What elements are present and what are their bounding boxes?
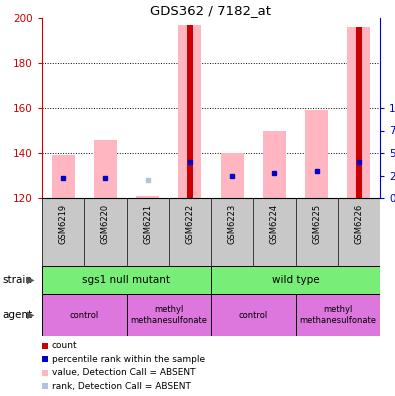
Text: wild type: wild type xyxy=(272,275,319,285)
Bar xyxy=(42,356,48,362)
Bar xyxy=(42,383,48,389)
Text: control: control xyxy=(239,310,268,320)
Text: strain: strain xyxy=(2,275,32,285)
Text: control: control xyxy=(70,310,99,320)
Text: GSM6219: GSM6219 xyxy=(58,204,68,244)
Text: percentile rank within the sample: percentile rank within the sample xyxy=(52,355,205,364)
Bar xyxy=(136,196,159,198)
Text: GSM6221: GSM6221 xyxy=(143,204,152,244)
Bar xyxy=(211,294,295,336)
Bar xyxy=(42,294,126,336)
Text: methyl
methanesulfonate: methyl methanesulfonate xyxy=(130,305,207,325)
Bar xyxy=(295,294,380,336)
Text: methyl
methanesulfonate: methyl methanesulfonate xyxy=(299,305,376,325)
Text: GSM6223: GSM6223 xyxy=(228,204,237,244)
Text: GSM6226: GSM6226 xyxy=(354,204,363,244)
Bar xyxy=(94,139,117,198)
Bar xyxy=(305,110,328,198)
Text: GSM6220: GSM6220 xyxy=(101,204,110,244)
Text: value, Detection Call = ABSENT: value, Detection Call = ABSENT xyxy=(52,368,196,377)
Bar xyxy=(42,343,48,349)
Text: rank, Detection Call = ABSENT: rank, Detection Call = ABSENT xyxy=(52,381,191,390)
Bar xyxy=(347,27,371,198)
Bar xyxy=(42,266,211,294)
Bar xyxy=(178,25,201,198)
Bar xyxy=(263,131,286,198)
Text: agent: agent xyxy=(2,310,32,320)
Text: sgs1 null mutant: sgs1 null mutant xyxy=(83,275,171,285)
Bar xyxy=(356,27,362,198)
Text: count: count xyxy=(52,341,78,350)
Bar xyxy=(51,155,75,198)
Bar xyxy=(42,370,48,376)
Title: GDS362 / 7182_at: GDS362 / 7182_at xyxy=(150,4,271,17)
Text: GSM6225: GSM6225 xyxy=(312,204,321,244)
Text: GSM6222: GSM6222 xyxy=(185,204,194,244)
Bar xyxy=(186,25,193,198)
Text: GSM6224: GSM6224 xyxy=(270,204,279,244)
Bar xyxy=(220,153,244,198)
Bar xyxy=(211,266,380,294)
Text: ▶: ▶ xyxy=(27,310,35,320)
Bar xyxy=(126,294,211,336)
Text: ▶: ▶ xyxy=(27,275,35,285)
